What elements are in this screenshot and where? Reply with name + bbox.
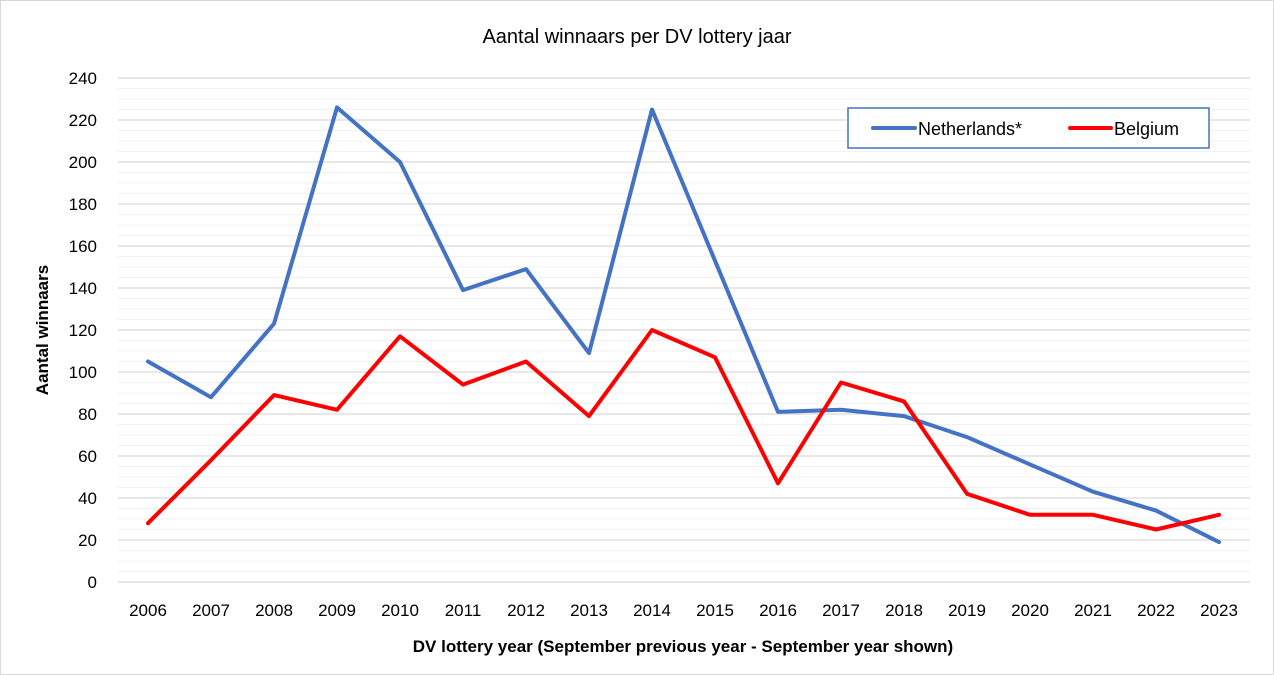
x-tick-label: 2009 xyxy=(318,601,356,620)
x-tick-label: 2014 xyxy=(633,601,671,620)
y-tick-label: 80 xyxy=(78,405,97,424)
x-tick-label: 2013 xyxy=(570,601,608,620)
gridlines xyxy=(118,77,1250,583)
x-tick-label: 2011 xyxy=(445,601,482,620)
series-line-netherlands xyxy=(146,105,1221,545)
x-tick-label: 2016 xyxy=(759,601,797,620)
x-axis-title: DV lottery year (September previous year… xyxy=(413,637,953,656)
y-tick-label: 240 xyxy=(69,69,97,88)
y-tick-label: 20 xyxy=(78,531,97,550)
series-lines xyxy=(146,105,1221,545)
y-tick-label: 0 xyxy=(88,573,97,592)
y-tick-label: 40 xyxy=(78,489,97,508)
y-tick-label: 220 xyxy=(69,111,97,130)
chart-title: Aantal winnaars per DV lottery jaar xyxy=(482,26,791,48)
x-tick-label: 2017 xyxy=(822,601,860,620)
y-tick-labels: 0 20 40 60 80 100 120 140 160 180 200 220 240 xyxy=(69,69,97,592)
y-tick-label: 140 xyxy=(69,279,97,298)
legend: Netherlands* Belgium xyxy=(847,107,1210,149)
x-tick-label: 2007 xyxy=(192,601,230,620)
y-tick-label: 100 xyxy=(69,363,97,382)
x-tick-label: 2023 xyxy=(1200,601,1238,620)
x-tick-label: 2020 xyxy=(1011,601,1049,620)
y-tick-label: 120 xyxy=(69,321,97,340)
y-tick-label: 200 xyxy=(69,153,97,172)
x-tick-label: 2021 xyxy=(1074,601,1112,620)
legend-label-netherlands: Netherlands* xyxy=(918,119,1022,139)
x-tick-label: 2012 xyxy=(507,601,545,620)
y-axis-title: Aantal winnaars xyxy=(33,265,52,395)
y-tick-label: 180 xyxy=(69,195,97,214)
x-tick-label: 2019 xyxy=(948,601,986,620)
x-tick-label: 2015 xyxy=(696,601,734,620)
x-tick-label: 2022 xyxy=(1137,601,1175,620)
y-tick-label: 160 xyxy=(69,237,97,256)
legend-label-belgium: Belgium xyxy=(1114,119,1179,139)
series-line-belgium xyxy=(146,328,1221,532)
x-tick-label: 2006 xyxy=(129,601,167,620)
x-tick-label: 2018 xyxy=(885,601,923,620)
x-tick-label: 2010 xyxy=(381,601,419,620)
x-tick-labels: 2006 2007 2008 2009 2010 2011 2012 2013 2014 2015… xyxy=(129,601,1238,620)
y-tick-label: 60 xyxy=(78,447,97,466)
x-tick-label: 2008 xyxy=(255,601,293,620)
